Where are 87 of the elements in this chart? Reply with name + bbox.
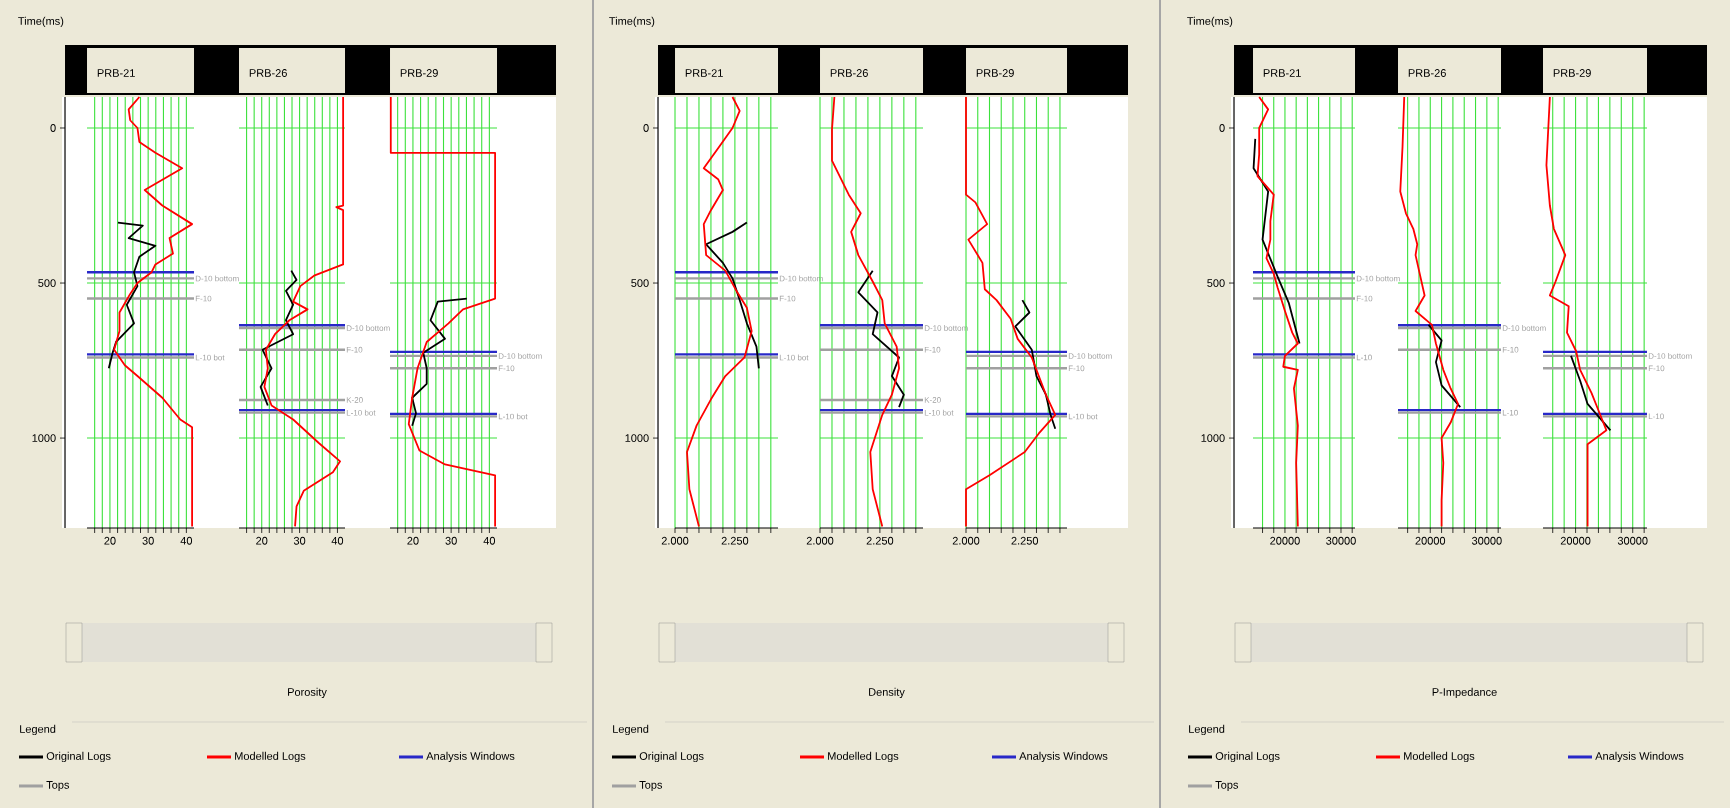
legend-title: Legend — [20, 724, 56, 736]
y-axis-title: Time(ms) — [609, 16, 655, 28]
chart-title: PRB-21 — [685, 69, 723, 77]
legend-label: Modelled Logs — [1404, 751, 1475, 763]
legend-label: Original Logs — [1215, 751, 1280, 763]
chart-title: PRB-29 — [1553, 69, 1591, 77]
legend-title: Legend — [613, 724, 649, 736]
x-tick-label: 20000 — [1270, 536, 1300, 545]
y-tick-label: 0 — [643, 124, 649, 132]
ref-line-label: F-10 — [195, 295, 212, 302]
ref-line-label: F-10 — [779, 295, 796, 302]
x-axis-title: P-Impedance — [1432, 687, 1497, 699]
legend-label: Modelled Logs — [235, 751, 306, 763]
x-tick-label: 30000 — [1617, 536, 1648, 545]
ref-line-label: K-20 — [346, 397, 363, 403]
y-axis-title: Time(ms) — [18, 16, 64, 28]
x-tick-label: 20 — [256, 536, 268, 545]
ref-line-label: L-10 bot — [498, 413, 528, 420]
x-tick-label: 2.000 — [661, 536, 689, 545]
x-tick-label: 30000 — [1326, 536, 1356, 545]
y-tick-label: 500 — [38, 279, 56, 287]
x-tick-label: 20 — [407, 536, 419, 545]
ref-line-label: D-10 bottom — [498, 352, 542, 359]
legend-label: Modelled Logs — [828, 751, 899, 763]
x-tick-label: 30 — [445, 536, 457, 545]
x-tick-label: 30000 — [1471, 536, 1502, 545]
ref-line-label: L-10 — [1502, 409, 1518, 416]
x-tick-label: 30 — [142, 536, 154, 545]
y-tick-label: 0 — [50, 124, 56, 132]
chart-title: PRB-29 — [976, 69, 1014, 77]
x-axis-title: Density — [869, 687, 905, 699]
text: Analysis Windows — [426, 751, 515, 763]
x-tick-label: 20 — [104, 536, 116, 545]
text: Analysis Windows — [1019, 751, 1108, 763]
ref-line-label: D-10 bottom — [1502, 325, 1546, 331]
y-tick-label: 1000 — [1201, 434, 1225, 442]
text: Tops — [1215, 781, 1239, 791]
chart-title: PRB-21 — [1263, 69, 1301, 77]
y-tick-label: 500 — [631, 279, 649, 287]
text: Tops — [46, 781, 70, 791]
x-tick-label: 40 — [331, 536, 344, 545]
chart-title: PRB-26 — [830, 69, 868, 77]
x-tick-label: 2.000 — [952, 536, 980, 545]
ref-line-label: F-10 — [346, 346, 363, 353]
chart-title: PRB-26 — [249, 69, 287, 77]
ref-line-label: D-10 bottom — [195, 275, 239, 282]
ref-line-label: L-10 bot — [779, 354, 809, 361]
y-tick-label: 0 — [1219, 124, 1225, 132]
ref-line-label: K-20 — [924, 397, 941, 403]
text: Analysis Windows — [1595, 751, 1684, 763]
legend-label: Original Logs — [639, 751, 704, 763]
legend-title: Legend — [1189, 724, 1225, 736]
ref-line-label: D-10 bottom — [1068, 352, 1112, 359]
x-tick-label: 2.250 — [1011, 536, 1039, 545]
legend-label: Original Logs — [46, 751, 111, 763]
y-tick-label: 1000 — [625, 434, 649, 442]
chart-title: PRB-21 — [97, 69, 135, 77]
y-axis-title: Time(ms) — [1187, 16, 1233, 28]
ref-line-label: F-10 — [1502, 346, 1519, 353]
x-tick-label: 2.250 — [721, 536, 749, 545]
x-tick-label: 2.250 — [866, 536, 894, 545]
x-tick-label: 20000 — [1415, 536, 1446, 545]
x-tick-label: 30 — [293, 536, 306, 545]
ref-line-label: D-10 bottom — [346, 325, 390, 331]
ref-line-label: L-10 bot — [346, 409, 376, 416]
ref-line-label: L-10 — [1648, 413, 1664, 420]
ref-line-label: F-10 — [498, 365, 515, 372]
ref-line-label: D-10 bottom — [1648, 352, 1692, 359]
y-tick-label: 1000 — [32, 434, 56, 442]
x-tick-label: 40 — [180, 536, 193, 545]
ref-line-label: F-10 — [924, 346, 941, 353]
ref-line-label: D-10 bottom — [1356, 275, 1400, 282]
x-axis-title: Porosity — [288, 687, 327, 699]
chart-title: PRB-26 — [1408, 69, 1446, 77]
x-tick-label: 2.000 — [806, 536, 834, 545]
ref-line-label: L-10 bot — [1068, 413, 1098, 420]
ref-line-label: L-10 — [1356, 354, 1372, 361]
ref-line-label: L-10 bot — [195, 354, 225, 361]
y-tick-label: 500 — [1207, 279, 1225, 287]
chart-title: PRB-29 — [400, 69, 438, 77]
ref-line-label: F-10 — [1068, 365, 1085, 372]
ref-line-label: L-10 bot — [924, 409, 954, 416]
ref-line-label: F-10 — [1648, 365, 1665, 372]
x-tick-label: 40 — [483, 536, 496, 545]
x-tick-label: 20000 — [1560, 536, 1591, 545]
ref-line-label: F-10 — [1356, 295, 1373, 302]
text: Tops — [639, 781, 663, 791]
